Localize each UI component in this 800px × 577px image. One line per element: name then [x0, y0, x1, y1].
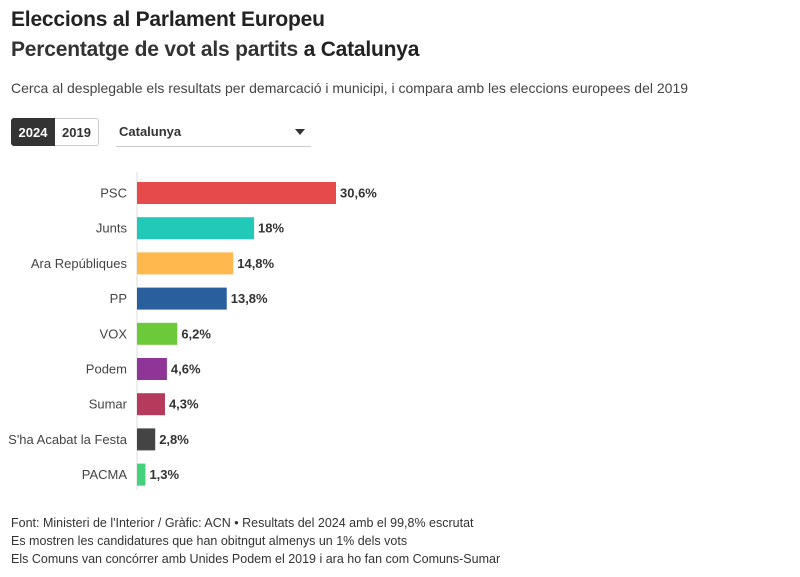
- category-label: PSC: [100, 186, 127, 201]
- category-label: VOX: [100, 326, 128, 341]
- chevron-down-icon: [295, 129, 305, 135]
- region-dropdown[interactable]: Catalunya: [116, 118, 311, 147]
- category-label: Sumar: [89, 397, 128, 412]
- category-label: PP: [110, 291, 127, 306]
- value-label: 30,6%: [340, 186, 377, 201]
- value-label: 14,8%: [237, 256, 274, 271]
- subtitle-region: a Catalunya: [303, 38, 420, 61]
- bar[interactable]: [137, 463, 146, 486]
- bar[interactable]: [137, 393, 165, 416]
- subtitle-prefix: Percentatge de vot als partits: [11, 38, 304, 61]
- year-2024-button[interactable]: 2024: [11, 118, 55, 146]
- bar[interactable]: [137, 322, 178, 345]
- year-2019-button[interactable]: 2019: [55, 118, 99, 146]
- footer-note-threshold: Es mostren les candidatures que han obit…: [11, 534, 408, 548]
- value-label: 13,8%: [231, 291, 268, 306]
- bar[interactable]: [137, 358, 167, 380]
- bar[interactable]: [137, 217, 255, 240]
- chart-subtitle: Percentatge de vot als partits a Catalun…: [11, 38, 419, 62]
- region-dropdown-value: Catalunya: [119, 124, 182, 139]
- bar-chart: PSC 30,6% Junts 18% Ara Repúbliques 14,8% PP 13…: [8, 172, 377, 490]
- bar[interactable]: [137, 428, 156, 451]
- category-label: S'ha Acabat la Festa: [8, 432, 128, 447]
- category-label: Ara Repúbliques: [31, 256, 128, 271]
- category-label: PACMA: [82, 467, 128, 482]
- category-label: Podem: [86, 362, 127, 377]
- chart-title: Eleccions al Parlament Europeu: [11, 8, 325, 31]
- footer-note-comuns: Els Comuns van concórrer amb Unides Pode…: [11, 552, 501, 566]
- value-label: 4,3%: [169, 397, 199, 412]
- value-label: 4,6%: [171, 362, 201, 377]
- value-label: 2,8%: [159, 432, 189, 447]
- category-label: Junts: [96, 221, 128, 236]
- value-label: 6,2%: [181, 326, 211, 341]
- chart-description: Cerca al desplegable els resultats per d…: [11, 80, 689, 96]
- chart-footer: Font: Ministeri de l'Interior / Gràfic: …: [11, 514, 500, 568]
- footer-source: Font: Ministeri de l'Interior / Gràfic: …: [11, 516, 474, 530]
- value-label: 18%: [258, 221, 284, 236]
- bar[interactable]: [137, 287, 227, 310]
- year-toggle: 2024 2019: [11, 118, 99, 146]
- bar[interactable]: [137, 252, 234, 275]
- bar[interactable]: [137, 182, 336, 204]
- value-label: 1,3%: [149, 467, 179, 482]
